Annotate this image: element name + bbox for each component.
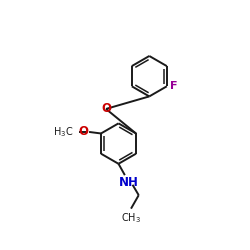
Text: H$_3$C: H$_3$C: [53, 125, 74, 139]
Text: F: F: [170, 81, 178, 91]
Text: NH: NH: [119, 176, 139, 189]
Text: O: O: [101, 102, 111, 116]
Text: CH$_3$: CH$_3$: [121, 211, 141, 225]
Text: O: O: [78, 126, 88, 138]
